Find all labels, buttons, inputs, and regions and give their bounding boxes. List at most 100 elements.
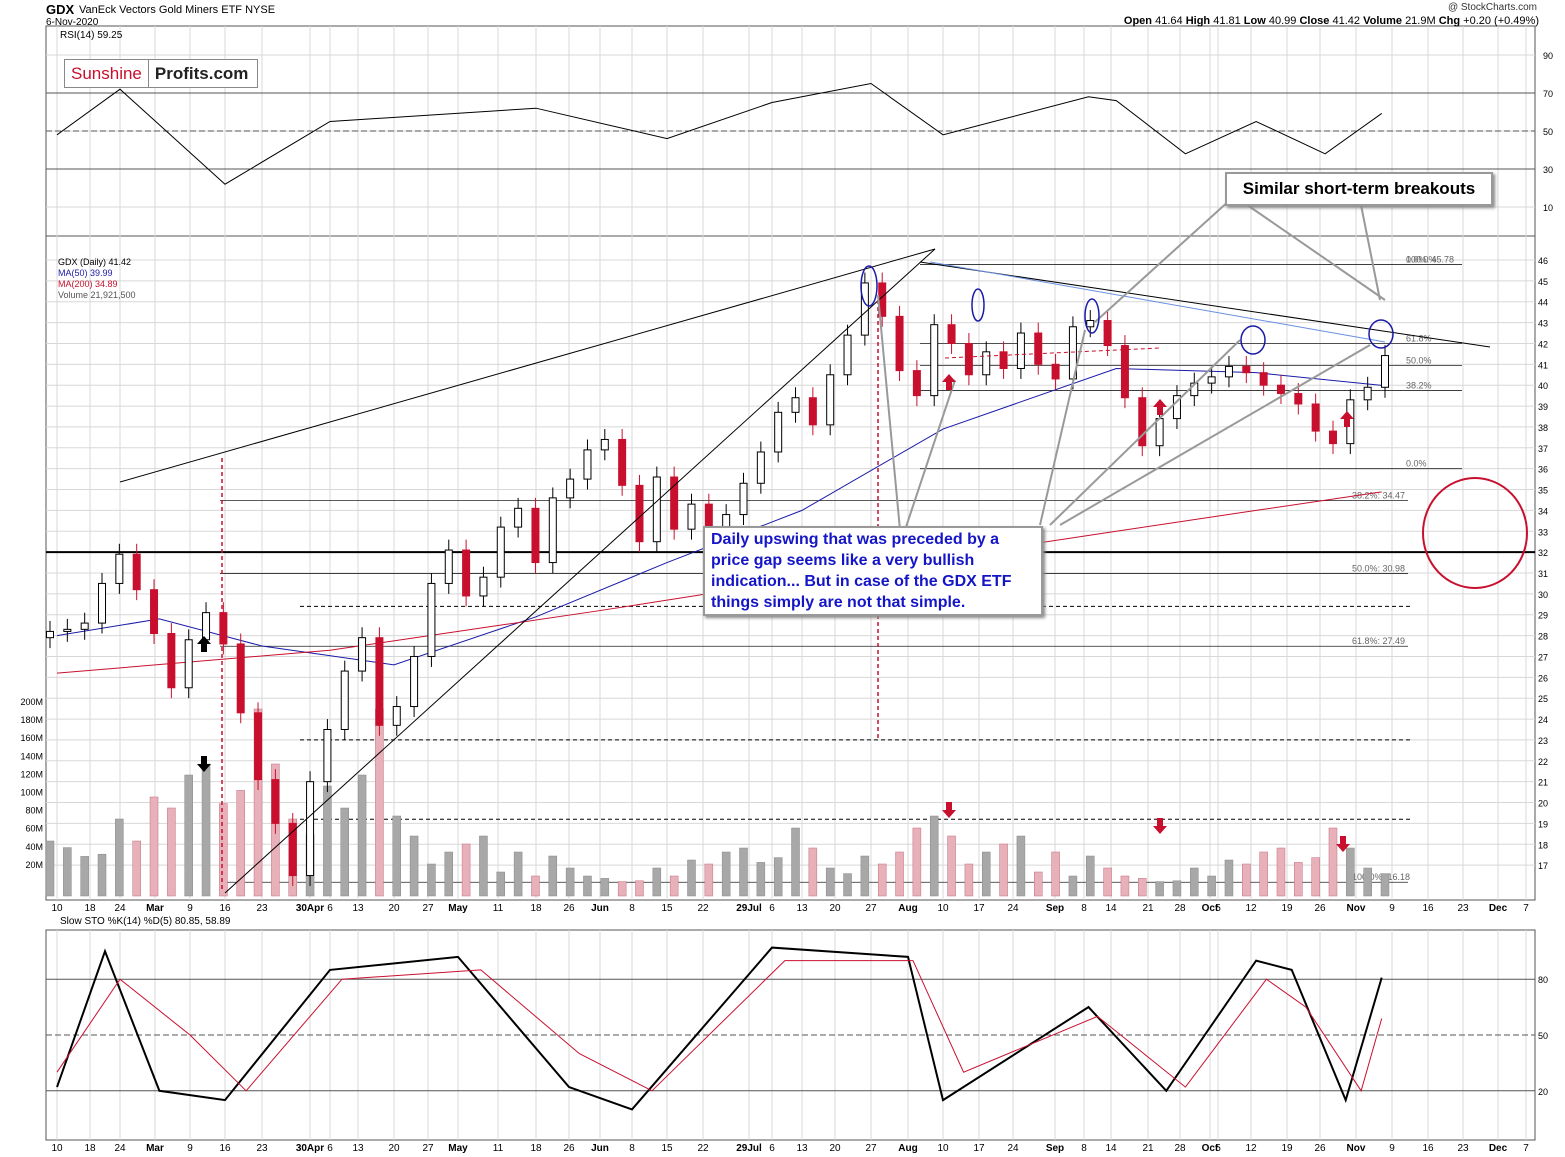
- volume-tick-label: 80M: [25, 806, 43, 816]
- volume-bar: [964, 863, 974, 897]
- volume-bar: [1103, 867, 1112, 897]
- x-tick-label-bottom: 6: [327, 1143, 333, 1154]
- volume-bar: [1190, 867, 1199, 897]
- volume-tick-label: 60M: [25, 824, 43, 834]
- price-tick-label: 21: [1538, 778, 1548, 788]
- volume-bar: [981, 851, 991, 897]
- x-tick-label: 24: [114, 903, 126, 914]
- candle-body: [1294, 393, 1303, 405]
- volume-tick-label: 100M: [20, 788, 43, 798]
- target-circle: [1422, 477, 1528, 589]
- candle-body: [808, 397, 817, 426]
- volume-bar: [1259, 851, 1268, 897]
- volume-bar: [149, 796, 159, 897]
- candle-body: [1224, 365, 1233, 378]
- volume-bar: [236, 790, 245, 897]
- breakout-circle: [1240, 325, 1266, 355]
- volume-bar: [80, 856, 89, 897]
- x-tick-label: 6: [769, 903, 775, 914]
- candle-body: [150, 589, 159, 635]
- x-tick-label-bottom: 13: [352, 1143, 364, 1154]
- volume-bar: [1068, 875, 1078, 897]
- x-tick-label: 22: [697, 903, 709, 914]
- x-tick-label-bottom: 28: [1174, 1143, 1186, 1154]
- down-arrow-icon: [942, 802, 956, 818]
- candle-body: [583, 449, 592, 480]
- trend-line: [119, 248, 936, 483]
- candle-body: [1311, 403, 1320, 432]
- candle-body: [358, 637, 367, 672]
- candle-body: [635, 484, 644, 543]
- volume-bar: [461, 843, 471, 897]
- candle-body: [791, 397, 800, 413]
- volume-bar: [1380, 873, 1390, 897]
- candle-body: [895, 315, 904, 372]
- x-tick-label-bottom: 20: [829, 1143, 841, 1154]
- callout-pointer: [1359, 199, 1381, 301]
- breakout-circle: [1368, 319, 1394, 349]
- price-tick-label: 29: [1538, 611, 1548, 621]
- x-tick-label: 11: [493, 903, 504, 914]
- logo-part2: Profits.com: [154, 63, 249, 83]
- candle-body: [46, 630, 54, 639]
- volume-bar: [1363, 867, 1372, 897]
- x-tick-label: Oct: [1202, 903, 1219, 914]
- candle-body: [427, 582, 436, 657]
- volume-bar: [652, 867, 662, 897]
- price-tick-label: 43: [1538, 319, 1548, 329]
- callout-pointer: [904, 379, 956, 531]
- rsi-tick-label: 70: [1543, 89, 1553, 99]
- candle-body: [98, 582, 107, 624]
- volume-bar: [808, 847, 818, 897]
- candle-body: [1034, 332, 1043, 365]
- volume-bar: [1276, 847, 1286, 897]
- x-tick-label-bottom: 20: [388, 1143, 400, 1154]
- price-legend-entry: MA(50) 39.99: [58, 268, 113, 278]
- rsi-tick-label: 50: [1543, 127, 1553, 137]
- x-tick-label: 8: [1081, 903, 1087, 914]
- callout-pointer: [1239, 199, 1386, 301]
- candle-body: [410, 655, 419, 708]
- red-dashed-gap-line: [944, 347, 1161, 359]
- rsi-line: [56, 82, 1383, 185]
- price-tick-label: 28: [1538, 632, 1548, 642]
- x-tick-label-bottom: 22: [697, 1143, 709, 1154]
- price-legend-entry: GDX (Daily) 41.42: [58, 257, 131, 267]
- x-tick-label-bottom: 21: [1142, 1143, 1154, 1154]
- x-tick-label-bottom: 27: [422, 1143, 434, 1154]
- sunshine-profits-logo: Sunshine Profits.com: [64, 59, 258, 88]
- x-tick-label: 26: [1314, 903, 1326, 914]
- x-tick-label: 13: [796, 903, 808, 914]
- volume-bar: [1033, 871, 1043, 897]
- x-tick-label-bottom: 16: [1422, 1143, 1434, 1154]
- x-tick-label: 10: [937, 903, 949, 914]
- candle-body: [843, 334, 852, 376]
- candle-body: [444, 549, 453, 584]
- price-tick-label: 30: [1538, 590, 1548, 600]
- x-tick-label: Jun: [591, 903, 609, 914]
- volume-bar: [531, 875, 540, 897]
- x-tick-label-bottom: 18: [530, 1143, 542, 1154]
- x-tick-label-bottom: 11: [493, 1143, 504, 1154]
- x-tick-label-bottom: Dec: [1489, 1143, 1508, 1154]
- x-tick-label-bottom: 18: [84, 1143, 96, 1154]
- volume-bar: [912, 827, 922, 897]
- x-tick-label: May: [448, 903, 468, 914]
- fib-label: 50.0%: [1406, 355, 1432, 365]
- x-tick-label-bottom: 19: [1281, 1143, 1293, 1154]
- price-tick-label: 25: [1538, 694, 1548, 704]
- candle-body: [219, 612, 228, 645]
- volume-bar: [704, 863, 714, 897]
- breakout-circle: [971, 288, 985, 322]
- candle-body: [80, 622, 89, 630]
- x-tick-label-bottom: 15: [661, 1143, 673, 1154]
- candle-body: [982, 351, 991, 376]
- volume-bar: [947, 835, 956, 897]
- volume-bar: [999, 843, 1008, 897]
- candle-body: [652, 476, 661, 543]
- candle-body: [496, 526, 505, 578]
- price-tick-label: 44: [1538, 298, 1548, 308]
- volume-bar: [1016, 835, 1026, 897]
- breakout-circle: [1084, 298, 1100, 334]
- x-tick-label-bottom: 5: [1215, 1143, 1221, 1154]
